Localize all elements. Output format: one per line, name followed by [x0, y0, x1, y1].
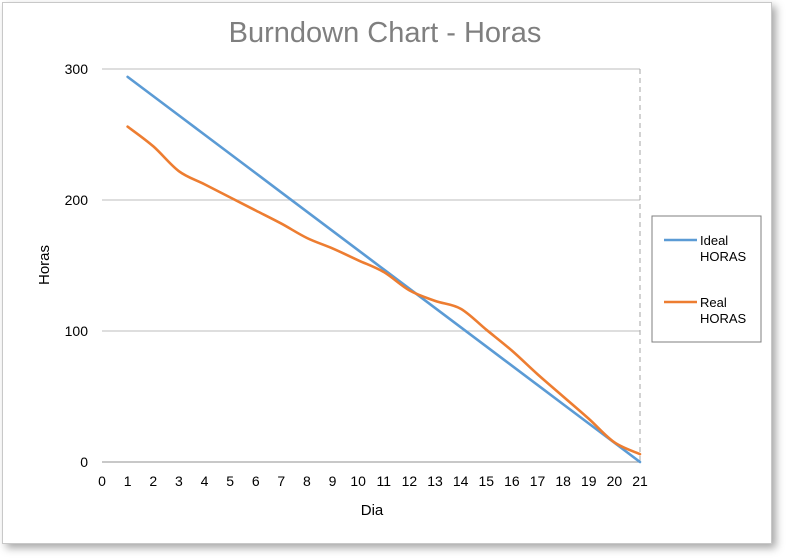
- x-tick-10: 10: [350, 473, 366, 489]
- series-lines: [126, 75, 642, 464]
- x-tick-1: 1: [124, 473, 132, 489]
- x-tick-7: 7: [277, 473, 285, 489]
- y-tick-0: 0: [80, 454, 88, 470]
- x-tick-14: 14: [453, 473, 469, 489]
- x-tick-18: 18: [555, 473, 571, 489]
- x-tick-12: 12: [402, 473, 418, 489]
- legend-label-ideal-line2: HORAS: [700, 249, 747, 264]
- y-axis-label: Horas: [36, 245, 53, 285]
- x-tick-16: 16: [504, 473, 520, 489]
- x-tick-21: 21: [632, 473, 648, 489]
- y-tick-200: 200: [65, 192, 89, 208]
- x-tick-19: 19: [581, 473, 597, 489]
- chart-title: Burndown Chart - Horas: [229, 17, 542, 49]
- x-tick-3: 3: [175, 473, 183, 489]
- legend-label-ideal-line1: Ideal: [700, 233, 728, 248]
- x-tick-20: 20: [607, 473, 623, 489]
- y-tick-300: 300: [65, 61, 89, 77]
- series-line-ideal: [126, 75, 642, 464]
- legend-box: [651, 215, 762, 343]
- x-tick-9: 9: [329, 473, 337, 489]
- x-tick-5: 5: [226, 473, 234, 489]
- x-tick-4: 4: [201, 473, 209, 489]
- y-tick-labels: 0 100 200 300: [65, 61, 89, 470]
- x-tick-17: 17: [530, 473, 546, 489]
- legend: Ideal HORAS Real HORAS: [651, 215, 762, 343]
- legend-label-real-line2: HORAS: [700, 311, 747, 326]
- y-tick-100: 100: [65, 323, 89, 339]
- legend-label-real-line1: Real: [700, 295, 727, 310]
- x-tick-labels: 0 1 2 3 4 5 6 7 8 9 10 11 12 13 14 15 16 17 18 19 20 21: [98, 473, 648, 489]
- x-tick-6: 6: [252, 473, 260, 489]
- series-line-real: [126, 125, 642, 456]
- x-tick-0: 0: [98, 473, 106, 489]
- x-tick-11: 11: [377, 473, 392, 489]
- x-tick-8: 8: [303, 473, 311, 489]
- gridlines: [102, 68, 641, 463]
- x-tick-15: 15: [478, 473, 494, 489]
- x-axis-label: Dia: [361, 502, 384, 519]
- x-tick-2: 2: [149, 473, 157, 489]
- x-tick-13: 13: [427, 473, 443, 489]
